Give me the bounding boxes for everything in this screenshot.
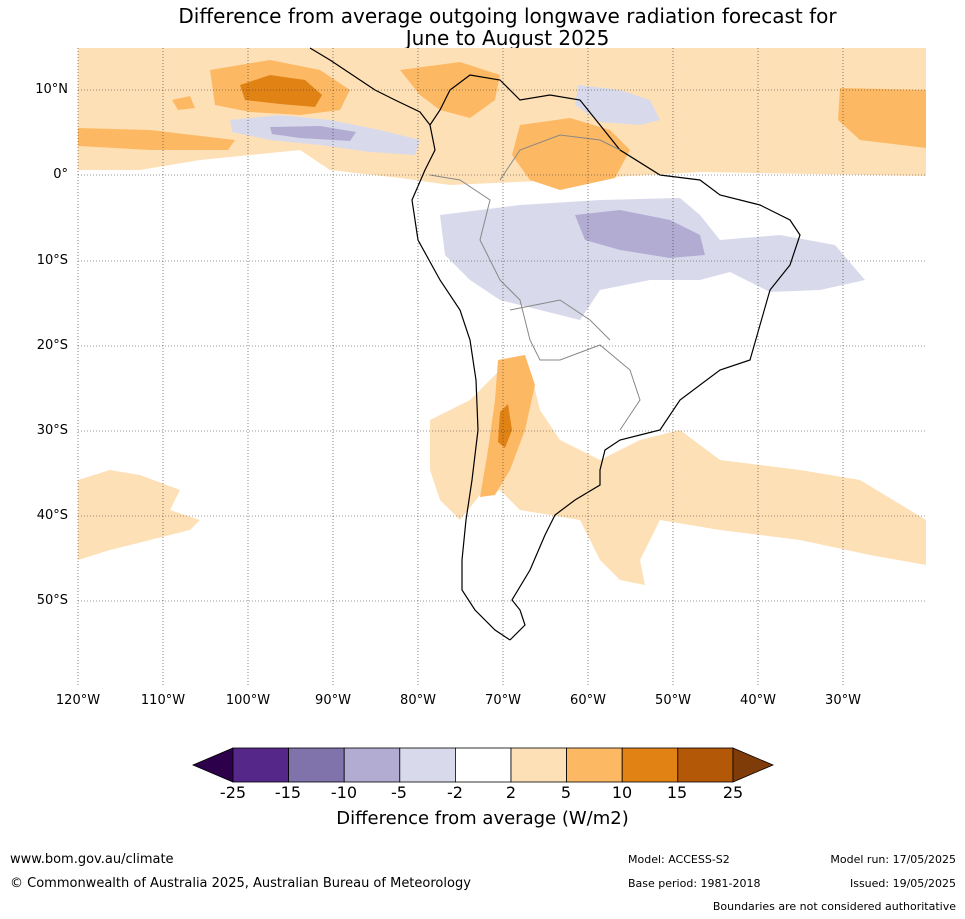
lon-label-100w: 100°W: [225, 693, 271, 708]
colorbar-bin: [288, 747, 345, 783]
lat-label-40s: 40°S: [36, 508, 68, 523]
lat-label-10s: 10°S: [36, 253, 68, 268]
lon-label-90w: 90°W: [315, 693, 351, 708]
lat-label-10n: 10°N: [35, 82, 68, 97]
anomaly-fill-neg10-neg5: [270, 126, 705, 258]
colorbar-label: Difference from average (W/m2): [336, 808, 629, 829]
lat-label-50s: 50°S: [36, 593, 68, 608]
issued-text: Issued: 19/05/2025: [849, 877, 956, 890]
colorbar-tick: -5: [391, 783, 407, 802]
colorbar-tick: 15: [666, 783, 688, 802]
colorbar-tick: -10: [330, 783, 358, 802]
colorbar-bin: [510, 747, 567, 783]
colorbar: [191, 747, 775, 783]
colorbar-tick: 2: [505, 783, 517, 802]
lon-label-80w: 80°W: [400, 693, 436, 708]
anomaly-fill-10-15: [240, 75, 512, 448]
model-run-text: Model run: 17/05/2025: [830, 853, 956, 866]
colorbar-bin: [566, 747, 623, 783]
lat-label-0: 0°: [53, 167, 68, 182]
colorbar-bin: [621, 747, 679, 783]
map-title-line1: Difference from average outgoing longwav…: [178, 4, 837, 28]
lon-label-40w: 40°W: [740, 693, 776, 708]
graticule: [77, 48, 926, 686]
colorbar-bin: [677, 747, 734, 783]
colorbar-bin: [454, 747, 512, 783]
forecast-map: [77, 47, 926, 686]
website-text: www.bom.gov.au/climate: [10, 852, 174, 867]
colorbar-tick: 10: [611, 783, 633, 802]
lon-label-60w: 60°W: [570, 693, 606, 708]
coastline: [309, 47, 801, 641]
lat-label-20s: 20°S: [36, 338, 68, 353]
colorbar-tick: -15: [274, 783, 302, 802]
colorbar-tick: 25: [722, 783, 744, 802]
base-period-text: Base period: 1981-2018: [628, 877, 761, 890]
colorbar-bin: [343, 747, 401, 783]
copyright-text: © Commonwealth of Australia 2025, Austra…: [10, 876, 471, 891]
colorbar-bin: [399, 747, 456, 783]
colorbar-tick: 5: [560, 783, 572, 802]
lon-label-30w: 30°W: [825, 693, 861, 708]
colorbar-extend-low: [191, 747, 234, 783]
colorbar-tick: -2: [447, 783, 463, 802]
lon-label-120w: 120°W: [55, 693, 101, 708]
colorbar-tick: -25: [219, 783, 247, 802]
lon-label-70w: 70°W: [485, 693, 521, 708]
colorbar-extend-high: [732, 747, 775, 783]
lon-label-50w: 50°W: [655, 693, 691, 708]
country-borders: [429, 134, 641, 431]
lat-label-30s: 30°S: [36, 423, 68, 438]
colorbar-bin: [232, 747, 289, 783]
map-title-line2: June to August 2025: [405, 26, 610, 50]
model-text: Model: ACCESS-S2: [628, 853, 730, 866]
lon-label-110w: 110°W: [140, 693, 186, 708]
disclaimer-text: Boundaries are not considered authoritat…: [712, 900, 956, 913]
